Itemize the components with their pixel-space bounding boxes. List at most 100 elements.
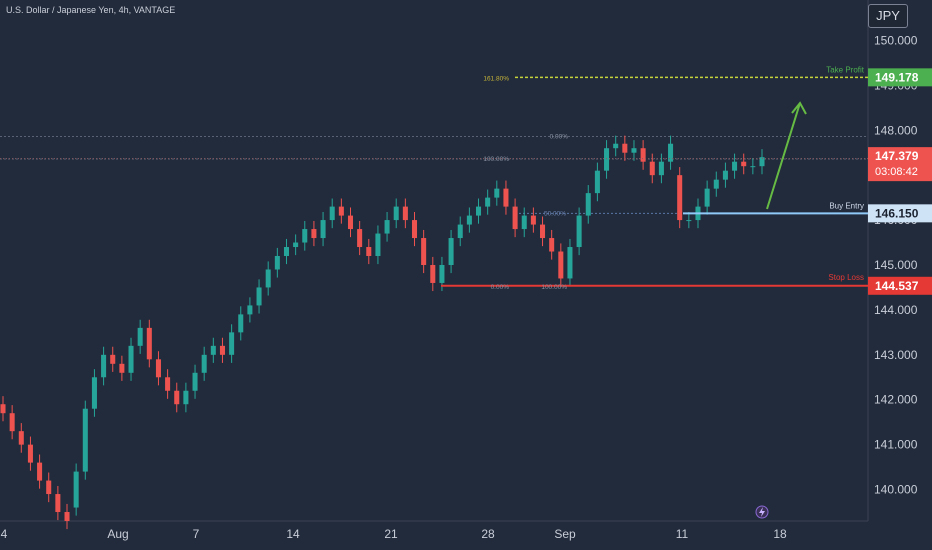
candle-body (604, 148, 610, 171)
candle-body (256, 287, 262, 306)
candle-body (594, 170, 600, 194)
candle-body (320, 220, 326, 239)
candle-body (457, 224, 463, 239)
buy-entry-price-label-bg (868, 204, 932, 223)
candle-body (503, 188, 509, 207)
candle-body (631, 148, 637, 153)
candle-body (37, 462, 43, 481)
candle-body (82, 408, 88, 472)
x-tick-label: 18 (773, 527, 787, 541)
candle-body (677, 175, 683, 221)
fib-label: 100.00% (541, 284, 567, 291)
candle-body (265, 269, 271, 288)
candle-body (73, 471, 79, 508)
candle-body (329, 206, 335, 221)
fib-label: 161.80% (483, 75, 509, 82)
currency-button[interactable]: JPY (868, 4, 908, 28)
candle-body (567, 247, 573, 279)
candle-body (649, 161, 655, 176)
candle-body (448, 238, 454, 265)
x-tick-label: 21 (384, 527, 398, 541)
candle-body (576, 215, 582, 248)
candle-body (210, 345, 216, 355)
candle-body (476, 206, 482, 216)
candle-body (64, 512, 70, 521)
candle-body (713, 179, 719, 189)
candle-body (494, 188, 500, 198)
candle-body (183, 390, 189, 405)
candle-body (585, 193, 591, 216)
y-tick-label: 141.000 (874, 438, 918, 452)
candle-body (430, 264, 436, 283)
candle-body (530, 215, 536, 225)
candle-body (101, 354, 107, 378)
candle-body (732, 161, 738, 171)
x-tick-label: Sep (554, 527, 576, 541)
candle-body (110, 354, 116, 364)
candle-body (274, 256, 280, 270)
y-tick-label: 150.000 (874, 33, 918, 47)
candle-body (201, 354, 207, 373)
candle-body (558, 251, 564, 279)
y-tick-label: 145.000 (874, 258, 918, 272)
buy-entry-text: Buy Entry (829, 201, 864, 210)
lightning-icon[interactable] (755, 505, 769, 519)
x-tick-label: 4 (1, 527, 8, 541)
buy-entry-price-label: 146.150 (875, 206, 919, 220)
candle-body (421, 238, 427, 265)
candle-body (46, 480, 52, 495)
stop-loss-text: Stop Loss (828, 273, 864, 282)
candle-body (146, 327, 152, 360)
take-profit-text: Take Profit (826, 65, 865, 74)
candle-body (759, 157, 765, 167)
take-profit-price-label: 149.178 (875, 70, 919, 84)
candle-body (512, 206, 518, 230)
candle-body (9, 413, 15, 432)
candle-body (247, 305, 253, 315)
candle-body (165, 377, 171, 391)
bar-countdown-label: 03:08:42 (875, 166, 918, 178)
candle-body (375, 233, 381, 257)
candle-body (704, 188, 710, 207)
candle-body (137, 327, 143, 346)
current-price-bg (868, 147, 932, 182)
candle-body (357, 229, 363, 248)
candle-body (366, 247, 372, 257)
candle-body (27, 444, 33, 463)
candle-body (219, 345, 225, 355)
candle-body (91, 377, 97, 409)
candle-body (283, 247, 289, 257)
chart-title: U.S. Dollar / Japanese Yen, 4h, VANTAGE (6, 5, 176, 15)
candle-body (229, 332, 235, 355)
candle-body (668, 143, 674, 162)
candle-body (18, 431, 24, 445)
candle-body (393, 206, 399, 221)
x-tick-label: Aug (107, 527, 128, 541)
candle-body (640, 148, 646, 162)
candle-body (485, 197, 491, 207)
candle-body (0, 404, 6, 414)
x-tick-label: 28 (481, 527, 495, 541)
candle-body (174, 390, 180, 405)
projection-arrow-line (766, 102, 801, 210)
candle-body (411, 220, 418, 239)
y-tick-label: 143.000 (874, 348, 918, 362)
candle-body (439, 264, 445, 283)
candle-body (338, 206, 344, 216)
candle-body (384, 220, 390, 234)
candle-body (302, 229, 308, 243)
fib-label: 100.00% (483, 156, 509, 163)
candle-body (686, 220, 692, 222)
fib-label: 50.00% (544, 210, 566, 217)
x-tick-label: 7 (193, 527, 200, 541)
y-tick-label: 142.000 (874, 393, 918, 407)
candle-body (347, 215, 354, 230)
stop-loss-price-label: 144.537 (875, 279, 919, 293)
projection-arrow-head (791, 101, 807, 115)
candle-body (613, 143, 619, 149)
candle-body (238, 314, 244, 333)
fib-label: 0.00% (491, 284, 510, 291)
y-tick-label: 148.000 (874, 123, 918, 137)
